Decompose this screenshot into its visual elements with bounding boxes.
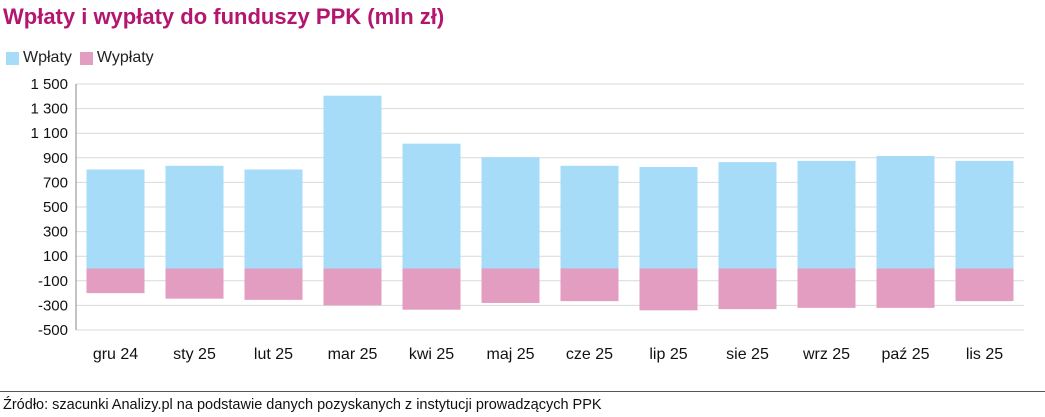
- bar-wplaty: [797, 160, 856, 269]
- bar-wyplaty: [402, 268, 461, 310]
- source-note: Źródło: szacunki Analizy.pl na podstawie…: [3, 397, 602, 413]
- bar-wyplaty: [718, 268, 777, 310]
- x-tick-label: lis 25: [966, 346, 1003, 363]
- bar-wyplaty: [560, 268, 619, 302]
- y-tick-label: 500: [43, 199, 68, 216]
- bar-wplaty: [718, 162, 777, 269]
- y-tick-label: 900: [43, 150, 68, 167]
- legend-item-wyplaty: Wypłaty: [79, 49, 154, 67]
- x-tick-label: maj 25: [486, 346, 534, 363]
- y-tick-label: 1 500: [30, 76, 68, 93]
- footer-divider: [0, 391, 1045, 392]
- bar-wplaty: [165, 165, 224, 269]
- legend: Wpłaty Wypłaty: [6, 47, 162, 69]
- y-tick-label: 100: [43, 248, 68, 265]
- bar-wplaty: [481, 157, 540, 269]
- legend-label-wplaty: Wpłaty: [23, 49, 72, 66]
- y-tick-label: 1 100: [30, 125, 68, 142]
- bar-chart: -500 -300 -100 100 300 500 700 900 1 100 1 300 1 5…: [30, 76, 1024, 363]
- x-tick-label: kwi 25: [409, 346, 454, 363]
- x-tick-label: paź 25: [881, 346, 929, 363]
- y-tick-label: 700: [43, 174, 68, 191]
- bar-wplaty: [402, 143, 461, 269]
- bar-wyplaty: [481, 268, 540, 303]
- bar-wyplaty: [797, 268, 856, 308]
- legend-label-wyplaty: Wypłaty: [96, 49, 154, 66]
- x-tick-label: cze 25: [566, 346, 613, 363]
- x-tick-label: mar 25: [328, 346, 378, 363]
- bar-wyplaty: [955, 268, 1014, 302]
- y-tick-label: 1 300: [30, 101, 68, 118]
- bar-wplaty: [876, 155, 935, 269]
- bar-wplaty: [639, 167, 698, 269]
- bar-wplaty: [560, 165, 619, 269]
- y-tick-label: -100: [38, 273, 68, 290]
- legend-swatch-wyplaty: [79, 51, 93, 65]
- x-tick-label: lut 25: [254, 346, 293, 363]
- bar-wyplaty: [876, 268, 935, 308]
- x-tick-label: wrz 25: [802, 346, 850, 363]
- bar-wyplaty: [639, 268, 698, 311]
- bar-wplaty: [86, 169, 145, 269]
- bar-wyplaty: [244, 268, 303, 300]
- bar-wyplaty: [323, 268, 382, 306]
- bar-wyplaty: [86, 268, 145, 294]
- chart-title: Wpłaty i wypłaty do funduszy PPK (mln zł…: [3, 4, 445, 29]
- x-tick-label: sie 25: [726, 346, 769, 363]
- legend-swatch-wplaty: [6, 51, 19, 65]
- bar-wyplaty: [165, 268, 224, 299]
- bar-wplaty: [244, 169, 303, 269]
- x-tick-label: gru 24: [93, 346, 138, 363]
- y-tick-label: -500: [38, 322, 68, 339]
- legend-item-wplaty: Wpłaty: [6, 49, 72, 67]
- y-tick-label: 300: [43, 224, 68, 241]
- bar-wplaty: [323, 95, 382, 269]
- bar-wplaty: [955, 160, 1014, 269]
- x-tick-label: sty 25: [173, 346, 216, 363]
- x-tick-label: lip 25: [649, 346, 687, 363]
- y-tick-label: -300: [38, 297, 68, 314]
